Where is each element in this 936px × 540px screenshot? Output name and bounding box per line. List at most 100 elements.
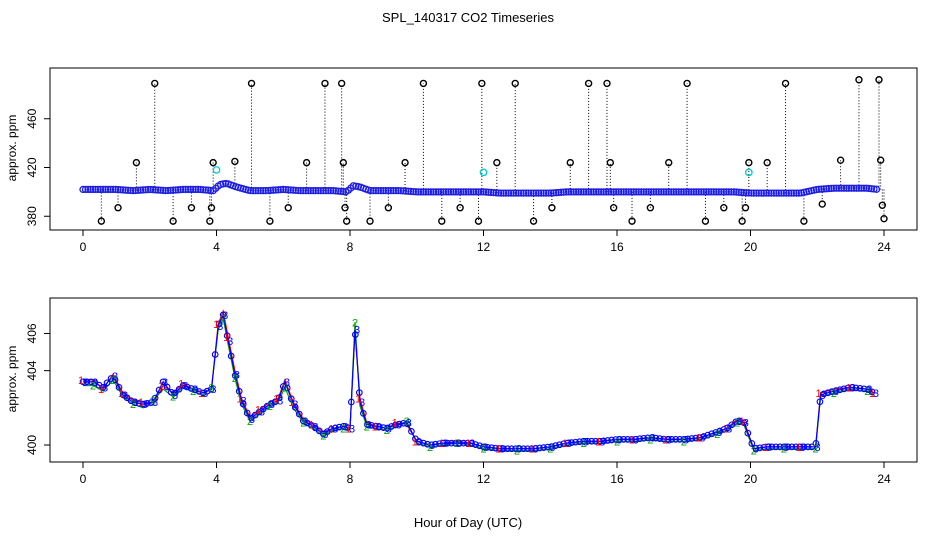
panel0-x-tick-label: 0	[80, 240, 87, 254]
series-1-label: 1	[213, 319, 219, 331]
baseline-point	[81, 185, 90, 194]
baseline-point	[574, 188, 583, 196]
baseline-point	[252, 187, 260, 195]
series-3-point	[392, 421, 399, 429]
baseline-point	[369, 187, 378, 195]
baseline-point	[842, 184, 851, 192]
spike-point	[456, 204, 464, 212]
series-3-point	[456, 439, 463, 447]
series-3-point	[716, 427, 724, 435]
baseline-point	[179, 185, 187, 194]
baseline-point	[467, 188, 475, 196]
series-3-point	[372, 422, 379, 430]
series-3-point	[464, 439, 471, 447]
baseline-point	[464, 188, 473, 196]
panel0-x-tick-label: 12	[477, 240, 491, 254]
series-1-label: 1	[662, 434, 668, 446]
series-3-point	[784, 443, 792, 451]
series-1-label: 1	[796, 442, 802, 454]
baseline-point	[600, 188, 608, 196]
series-3-point	[556, 441, 563, 449]
baseline-point	[297, 187, 305, 195]
spike-point	[478, 79, 486, 88]
spike-point	[836, 156, 845, 164]
series-3-point	[183, 383, 191, 391]
series-2-label: 2	[384, 425, 390, 437]
baseline-point	[519, 189, 528, 197]
baseline-point	[564, 188, 573, 196]
panel0-y-tick-label: 460	[25, 108, 39, 128]
series-1-label: 1	[288, 397, 294, 409]
series-1-label: 1	[562, 438, 568, 450]
series-3-point	[384, 424, 391, 432]
spike-point	[876, 156, 885, 164]
series-3-point	[584, 437, 591, 445]
baseline-point	[109, 185, 117, 194]
series-3-point	[127, 397, 135, 405]
series-2-label: 2	[547, 444, 553, 456]
baseline-point	[620, 188, 628, 196]
baseline-point	[319, 187, 327, 195]
baseline-point	[840, 184, 848, 192]
series-3-point	[287, 395, 295, 403]
baseline-point	[294, 186, 302, 195]
baseline-point	[139, 186, 147, 194]
series-2-label: 2	[681, 436, 687, 448]
series-3-point	[207, 386, 215, 393]
series-3-point	[536, 444, 543, 452]
spike-point	[878, 201, 887, 209]
baseline-point	[116, 186, 125, 194]
spike-point	[231, 157, 239, 166]
spike-point	[646, 204, 655, 212]
baseline-point	[367, 187, 375, 195]
baseline-point	[91, 185, 100, 194]
baseline-point	[397, 187, 405, 195]
baseline-point	[544, 189, 553, 197]
baseline-point	[141, 186, 150, 194]
series-2-label: 2	[352, 317, 358, 329]
series-3-point	[848, 384, 856, 391]
baseline-point	[792, 189, 801, 197]
baseline-point	[775, 189, 783, 197]
series-3-point	[720, 426, 728, 433]
baseline-point	[189, 185, 197, 194]
baseline-point	[489, 188, 498, 197]
baseline-point	[835, 184, 843, 192]
series-1-label: 1	[345, 423, 351, 435]
baseline-point	[702, 188, 710, 196]
series-2-label: 2	[427, 442, 433, 454]
series-3-point	[155, 386, 163, 394]
series-3-point	[696, 434, 704, 441]
series-3-point	[796, 443, 804, 451]
baseline-point	[389, 187, 398, 195]
baseline-point	[394, 187, 403, 195]
series-2-label: 2	[247, 416, 253, 428]
series-3-point	[203, 387, 211, 395]
series-3-point	[492, 444, 499, 452]
baseline-point	[767, 189, 776, 197]
baseline-point	[299, 187, 307, 195]
series-3-point	[832, 387, 840, 394]
series-3-point	[580, 437, 587, 445]
series-3-label: 3	[815, 442, 821, 454]
panel1-x-tick-label: 12	[477, 472, 491, 486]
baseline-point	[492, 189, 500, 197]
baseline-point	[812, 185, 821, 194]
series-2-label: 2	[404, 416, 410, 428]
series-3-point	[151, 394, 159, 402]
spike-point	[438, 217, 446, 225]
series-3-label: 3	[716, 427, 722, 439]
baseline-point	[727, 188, 735, 196]
baseline-point	[309, 187, 317, 195]
baseline-point	[685, 188, 693, 196]
spike-point	[603, 79, 611, 88]
series-3-point	[632, 435, 640, 443]
baseline-point	[199, 186, 207, 194]
spike-point	[474, 217, 483, 225]
panel1-x-tick-label: 8	[347, 472, 354, 486]
series-3-label: 3	[227, 336, 233, 348]
baseline-point	[114, 185, 122, 194]
baseline-point	[429, 188, 438, 196]
baseline-point	[484, 188, 493, 196]
series-3-label: 3	[866, 384, 872, 396]
